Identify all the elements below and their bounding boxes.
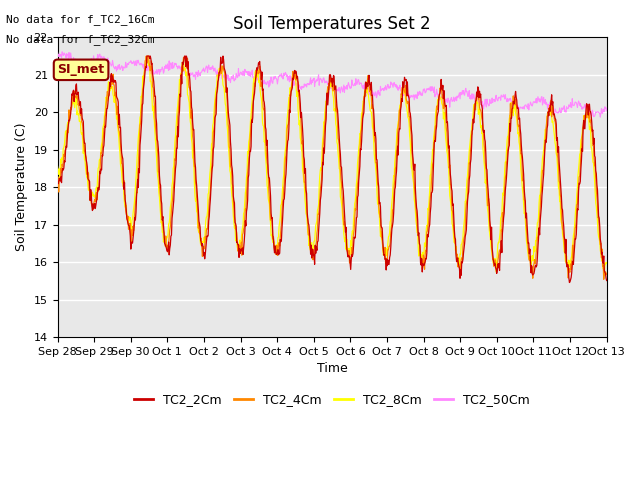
Title: Soil Temperatures Set 2: Soil Temperatures Set 2 bbox=[233, 15, 431, 33]
Text: No data for f_TC2_16Cm: No data for f_TC2_16Cm bbox=[6, 14, 155, 25]
Y-axis label: Soil Temperature (C): Soil Temperature (C) bbox=[15, 123, 28, 252]
Text: No data for f_TC2_32Cm: No data for f_TC2_32Cm bbox=[6, 34, 155, 45]
X-axis label: Time: Time bbox=[317, 362, 348, 375]
Legend: TC2_2Cm, TC2_4Cm, TC2_8Cm, TC2_50Cm: TC2_2Cm, TC2_4Cm, TC2_8Cm, TC2_50Cm bbox=[129, 388, 534, 411]
Text: SI_met: SI_met bbox=[58, 63, 105, 76]
